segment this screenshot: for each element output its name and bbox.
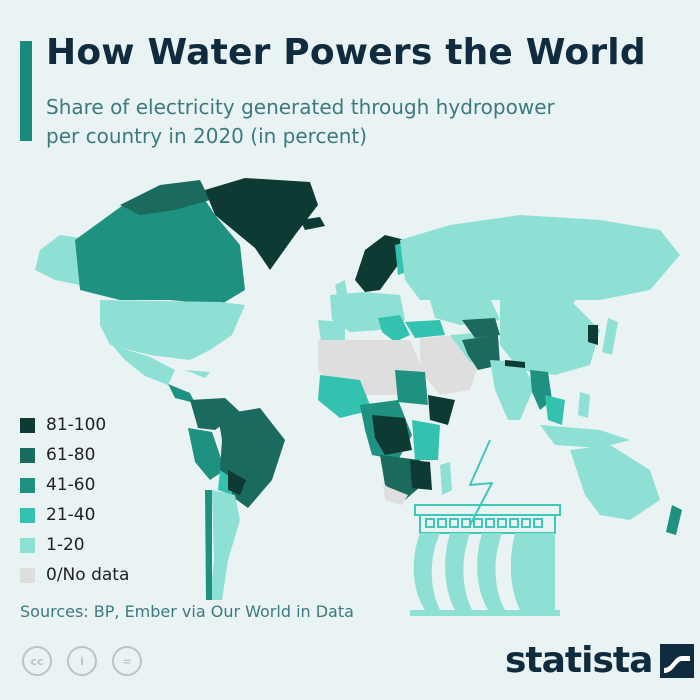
region-central-america <box>168 384 195 403</box>
legend-label: 1-20 <box>46 535 85 555</box>
legend-label: 81-100 <box>46 415 107 435</box>
legend-swatch <box>20 507 35 523</box>
region-chile <box>205 490 212 600</box>
map-asia <box>400 215 680 448</box>
map-north-america <box>35 178 318 403</box>
title-accent-bar <box>20 41 32 141</box>
region-southeast-asia <box>545 395 565 425</box>
map-africa <box>318 340 455 505</box>
region-mozambique <box>410 460 432 490</box>
map-oceania <box>570 445 682 535</box>
region-arctic-islands <box>120 180 210 215</box>
attribution-icon[interactable]: i <box>67 646 97 676</box>
page-title: How Water Powers the World <box>46 32 646 73</box>
legend-item: 61-80 <box>20 440 129 470</box>
region-madagascar <box>440 462 452 495</box>
legend-label: 0/No data <box>46 565 130 585</box>
legend-label: 41-60 <box>46 475 96 495</box>
region-mongolia <box>520 300 575 315</box>
region-kazakhstan <box>430 298 500 325</box>
map-legend: 81-100 61-80 41-60 21-40 1-20 0/No data <box>20 410 129 590</box>
region-argentina <box>210 490 240 600</box>
legend-label: 61-80 <box>46 445 96 465</box>
region-uk <box>335 280 348 300</box>
statista-mark-icon <box>660 643 695 678</box>
region-ecuador-peru <box>188 428 225 480</box>
region-cuba <box>185 370 210 378</box>
legend-item: 81-100 <box>20 410 129 440</box>
map-south-america <box>188 398 285 600</box>
dam-windows <box>425 518 543 528</box>
region-drc <box>372 415 412 455</box>
dam-illustration <box>410 439 561 616</box>
region-nepal-bhutan <box>505 360 525 368</box>
region-alps-balkans <box>378 315 410 342</box>
sources-note: Sources: BP, Ember via Our World in Data <box>20 602 354 621</box>
map-europe <box>300 217 412 348</box>
license-icons: cc i = <box>22 646 157 676</box>
region-ethiopia <box>428 395 455 425</box>
legend-item: 21-40 <box>20 500 129 530</box>
lightning-bolt <box>469 439 493 526</box>
region-norway-sweden <box>355 235 405 292</box>
page-subtitle: Share of electricity generated through h… <box>46 95 555 148</box>
region-japan <box>602 318 618 355</box>
region-philippines <box>578 392 590 418</box>
dam-base <box>410 610 560 616</box>
region-new-zealand <box>666 505 682 535</box>
region-turkey <box>405 320 445 338</box>
legend-item: 41-60 <box>20 470 129 500</box>
region-central-asia <box>462 318 500 338</box>
region-usa <box>100 300 245 360</box>
region-canada <box>75 185 245 305</box>
dam-top-rail <box>414 504 561 516</box>
legend-swatch <box>20 567 35 583</box>
region-korea <box>588 325 598 345</box>
legend-swatch <box>20 447 35 463</box>
dam-waterfalls <box>413 533 555 610</box>
region-west-africa <box>318 375 372 418</box>
region-iceland <box>300 217 325 230</box>
region-indonesia <box>540 425 630 448</box>
region-south-africa <box>383 485 408 505</box>
region-china <box>500 300 600 375</box>
legend-label: 21-40 <box>46 505 96 525</box>
region-india <box>490 360 535 420</box>
region-australia <box>570 445 660 520</box>
statista-logo[interactable]: statista <box>505 640 695 681</box>
region-sudan <box>395 370 428 405</box>
brand-name: statista <box>505 640 653 681</box>
region-colombia-venezuela <box>190 398 240 430</box>
legend-swatch <box>20 477 35 493</box>
region-paraguay <box>228 470 246 495</box>
legend-swatch <box>20 537 35 553</box>
no-derivatives-icon[interactable]: = <box>112 646 142 676</box>
region-mexico <box>112 345 175 385</box>
cc-icon[interactable]: cc <box>22 646 52 676</box>
region-greenland <box>205 178 318 270</box>
legend-item: 0/No data <box>20 560 129 590</box>
region-russia <box>400 215 680 300</box>
legend-item: 1-20 <box>20 530 129 560</box>
legend-swatch <box>20 417 35 433</box>
region-east-africa <box>412 420 440 460</box>
